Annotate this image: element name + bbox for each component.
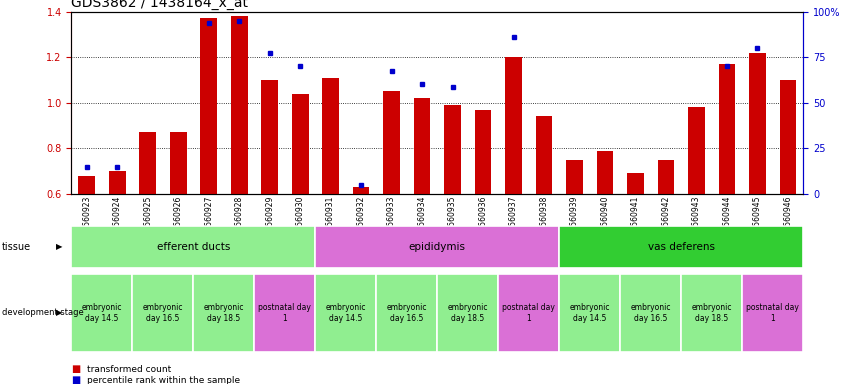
Bar bbox=[352, 187, 369, 194]
Bar bbox=[200, 18, 217, 194]
Bar bbox=[376, 274, 437, 352]
Text: postnatal day
1: postnatal day 1 bbox=[258, 303, 311, 323]
Text: embryonic
day 14.5: embryonic day 14.5 bbox=[325, 303, 366, 323]
Bar bbox=[474, 109, 491, 194]
Bar bbox=[688, 107, 705, 194]
Bar bbox=[505, 57, 522, 194]
Bar bbox=[559, 274, 620, 352]
Bar bbox=[71, 225, 315, 268]
Text: embryonic
day 18.5: embryonic day 18.5 bbox=[204, 303, 244, 323]
Bar bbox=[383, 91, 400, 194]
Bar bbox=[620, 274, 681, 352]
Bar bbox=[315, 225, 559, 268]
Bar bbox=[596, 151, 613, 194]
Bar bbox=[193, 274, 254, 352]
Bar bbox=[170, 132, 187, 194]
Bar bbox=[536, 116, 553, 194]
Bar bbox=[498, 274, 559, 352]
Text: embryonic
day 16.5: embryonic day 16.5 bbox=[143, 303, 183, 323]
Text: epididymis: epididymis bbox=[409, 242, 466, 252]
Text: postnatal day
1: postnatal day 1 bbox=[502, 303, 555, 323]
Text: embryonic
day 16.5: embryonic day 16.5 bbox=[387, 303, 427, 323]
Bar bbox=[108, 171, 125, 194]
Bar bbox=[71, 274, 133, 352]
Text: GDS3862 / 1438164_x_at: GDS3862 / 1438164_x_at bbox=[71, 0, 248, 10]
Bar bbox=[742, 274, 803, 352]
Bar bbox=[566, 160, 583, 194]
Bar bbox=[627, 174, 644, 194]
Bar bbox=[749, 53, 766, 194]
Text: embryonic
day 18.5: embryonic day 18.5 bbox=[691, 303, 732, 323]
Text: ■: ■ bbox=[71, 375, 81, 384]
Bar bbox=[262, 80, 278, 194]
Bar bbox=[444, 105, 461, 194]
Text: ■: ■ bbox=[71, 364, 81, 374]
Text: percentile rank within the sample: percentile rank within the sample bbox=[87, 376, 240, 384]
Bar bbox=[230, 16, 247, 194]
Bar bbox=[254, 274, 315, 352]
Bar bbox=[718, 64, 735, 194]
Text: vas deferens: vas deferens bbox=[648, 242, 715, 252]
Text: ▶: ▶ bbox=[56, 242, 62, 251]
Text: embryonic
day 18.5: embryonic day 18.5 bbox=[447, 303, 488, 323]
Text: postnatal day
1: postnatal day 1 bbox=[746, 303, 799, 323]
Text: embryonic
day 14.5: embryonic day 14.5 bbox=[82, 303, 122, 323]
Bar bbox=[315, 274, 376, 352]
Bar bbox=[681, 274, 742, 352]
Text: tissue: tissue bbox=[2, 242, 31, 252]
Bar bbox=[414, 98, 431, 194]
Bar bbox=[559, 225, 803, 268]
Bar bbox=[780, 80, 796, 194]
Bar bbox=[292, 94, 309, 194]
Bar bbox=[437, 274, 498, 352]
Text: embryonic
day 16.5: embryonic day 16.5 bbox=[631, 303, 671, 323]
Bar bbox=[133, 274, 193, 352]
Bar bbox=[658, 160, 674, 194]
Text: embryonic
day 14.5: embryonic day 14.5 bbox=[569, 303, 610, 323]
Text: ▶: ▶ bbox=[56, 308, 62, 318]
Text: efferent ducts: efferent ducts bbox=[156, 242, 230, 252]
Bar bbox=[322, 78, 339, 194]
Bar bbox=[78, 176, 95, 194]
Bar bbox=[140, 132, 156, 194]
Text: development stage: development stage bbox=[2, 308, 83, 318]
Text: transformed count: transformed count bbox=[87, 365, 171, 374]
